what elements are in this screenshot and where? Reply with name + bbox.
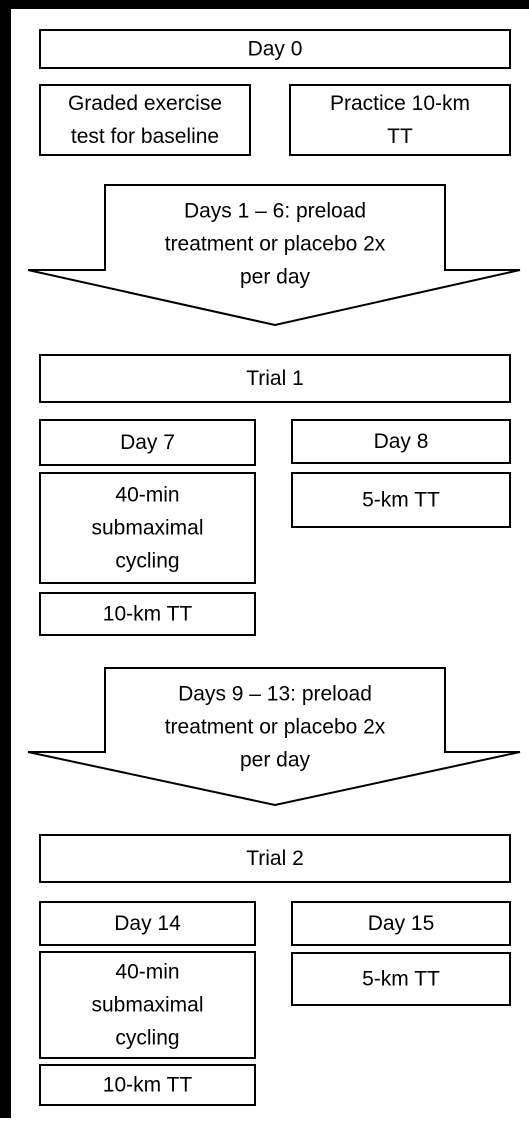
box-text: treatment or placebo 2x [165, 716, 386, 739]
box-text: 5-km TT [362, 968, 440, 991]
box-text: submaximal [91, 994, 203, 1017]
box-text: Day 0 [248, 38, 303, 61]
box-text: treatment or placebo 2x [165, 233, 386, 256]
box-text: Trial 1 [246, 367, 304, 390]
box-text: cycling [115, 1027, 179, 1050]
box-text: Day 14 [114, 912, 181, 935]
down-arrow [27, 667, 521, 807]
box-text: per day [240, 749, 311, 772]
box-text: 10-km TT [103, 603, 193, 626]
box-text: Day 8 [374, 430, 429, 453]
box-text: test for baseline [71, 125, 219, 148]
step-box [291, 472, 511, 528]
step-box [39, 834, 511, 883]
box-text: Practice 10-km [330, 92, 470, 115]
step-box [39, 84, 251, 156]
step-box [39, 1064, 256, 1106]
step-box [39, 29, 511, 69]
box-text: per day [240, 266, 311, 289]
step-box [39, 354, 511, 403]
down-arrow [27, 184, 521, 327]
step-box [291, 952, 511, 1006]
box-text: Day 7 [120, 431, 175, 454]
frame-top [0, 0, 529, 9]
step-box [39, 472, 256, 584]
box-text: Days 1 – 6: preload [184, 200, 366, 223]
step-box [291, 419, 511, 464]
box-text: Days 9 – 13: preload [178, 683, 372, 706]
box-text: 40-min [115, 961, 179, 984]
box-text: Graded exercise [68, 92, 222, 115]
box-text: TT [387, 125, 413, 148]
box-text: 10-km TT [103, 1074, 193, 1097]
box-text: submaximal [91, 517, 203, 540]
box-text: 40-min [115, 484, 179, 507]
step-box [289, 84, 511, 156]
frame-left [0, 0, 11, 1118]
box-text: cycling [115, 550, 179, 573]
step-box [39, 592, 256, 636]
step-box [39, 901, 256, 946]
box-text: Day 15 [368, 912, 435, 935]
step-box [39, 951, 256, 1059]
box-text: Trial 2 [246, 847, 304, 870]
box-text: 5-km TT [362, 489, 440, 512]
step-box [39, 419, 256, 466]
step-box [291, 901, 511, 946]
